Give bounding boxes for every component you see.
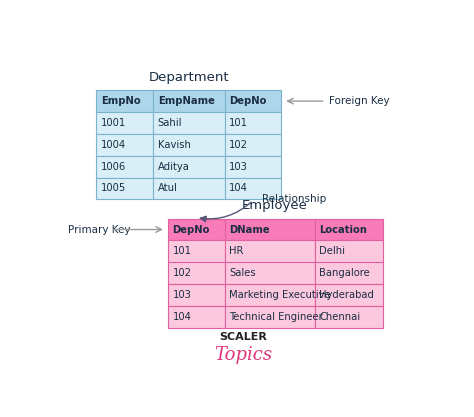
Text: 1001: 1001 [101, 118, 126, 128]
Text: 103: 103 [229, 162, 248, 172]
Text: Employee: Employee [242, 199, 308, 212]
Text: Marketing Executive: Marketing Executive [229, 290, 331, 300]
Text: Department: Department [148, 71, 229, 84]
Text: 103: 103 [173, 290, 191, 300]
Text: DepNo: DepNo [173, 224, 210, 234]
Bar [153, 90, 225, 112]
Text: 101: 101 [173, 246, 191, 256]
Bar [225, 306, 315, 328]
Text: 102: 102 [173, 268, 191, 278]
Bar [315, 262, 383, 284]
Text: EmpName: EmpName [158, 96, 215, 106]
Text: Sales: Sales [229, 268, 256, 278]
Text: Chennai: Chennai [319, 312, 360, 322]
Text: Foreign Key: Foreign Key [329, 96, 390, 106]
Text: 1005: 1005 [101, 183, 126, 193]
Text: SCALER: SCALER [219, 332, 267, 342]
Bar [153, 178, 225, 199]
Bar [168, 241, 225, 262]
Bar [315, 284, 383, 306]
Text: Atul: Atul [158, 183, 178, 193]
Bar [225, 156, 282, 178]
Text: Primary Key: Primary Key [68, 224, 131, 234]
Text: 104: 104 [229, 183, 248, 193]
Text: 1004: 1004 [101, 140, 126, 150]
Text: Topics: Topics [214, 346, 272, 364]
Bar [153, 134, 225, 156]
Text: Delhi: Delhi [319, 246, 346, 256]
Bar [225, 134, 282, 156]
Text: HR: HR [229, 246, 244, 256]
Bar [315, 306, 383, 328]
Bar [225, 178, 282, 199]
Bar [153, 112, 225, 134]
Bar [225, 90, 282, 112]
Text: Kavish: Kavish [158, 140, 191, 150]
Bar [96, 90, 153, 112]
Text: Technical Engineer: Technical Engineer [229, 312, 323, 322]
Bar [168, 262, 225, 284]
Text: Bangalore: Bangalore [319, 268, 370, 278]
Text: Hyderabad: Hyderabad [319, 290, 374, 300]
Text: Location: Location [319, 224, 367, 234]
Text: 101: 101 [229, 118, 248, 128]
Bar [225, 262, 315, 284]
Bar [153, 156, 225, 178]
Text: EmpNo: EmpNo [101, 96, 140, 106]
Text: 102: 102 [229, 140, 248, 150]
Text: 104: 104 [173, 312, 191, 322]
Text: Sahil: Sahil [158, 118, 182, 128]
Bar [315, 219, 383, 241]
Bar [96, 156, 153, 178]
Text: DName: DName [229, 224, 270, 234]
Text: 1006: 1006 [101, 162, 126, 172]
Bar [168, 219, 225, 241]
Bar [96, 112, 153, 134]
Bar [96, 134, 153, 156]
Text: Relationship: Relationship [262, 194, 327, 204]
Bar [225, 284, 315, 306]
Bar [96, 178, 153, 199]
Bar [225, 241, 315, 262]
Text: Aditya: Aditya [158, 162, 190, 172]
Bar [168, 284, 225, 306]
Bar [315, 241, 383, 262]
Bar [168, 306, 225, 328]
Bar [225, 219, 315, 241]
Bar [225, 112, 282, 134]
Text: DepNo: DepNo [229, 96, 267, 106]
